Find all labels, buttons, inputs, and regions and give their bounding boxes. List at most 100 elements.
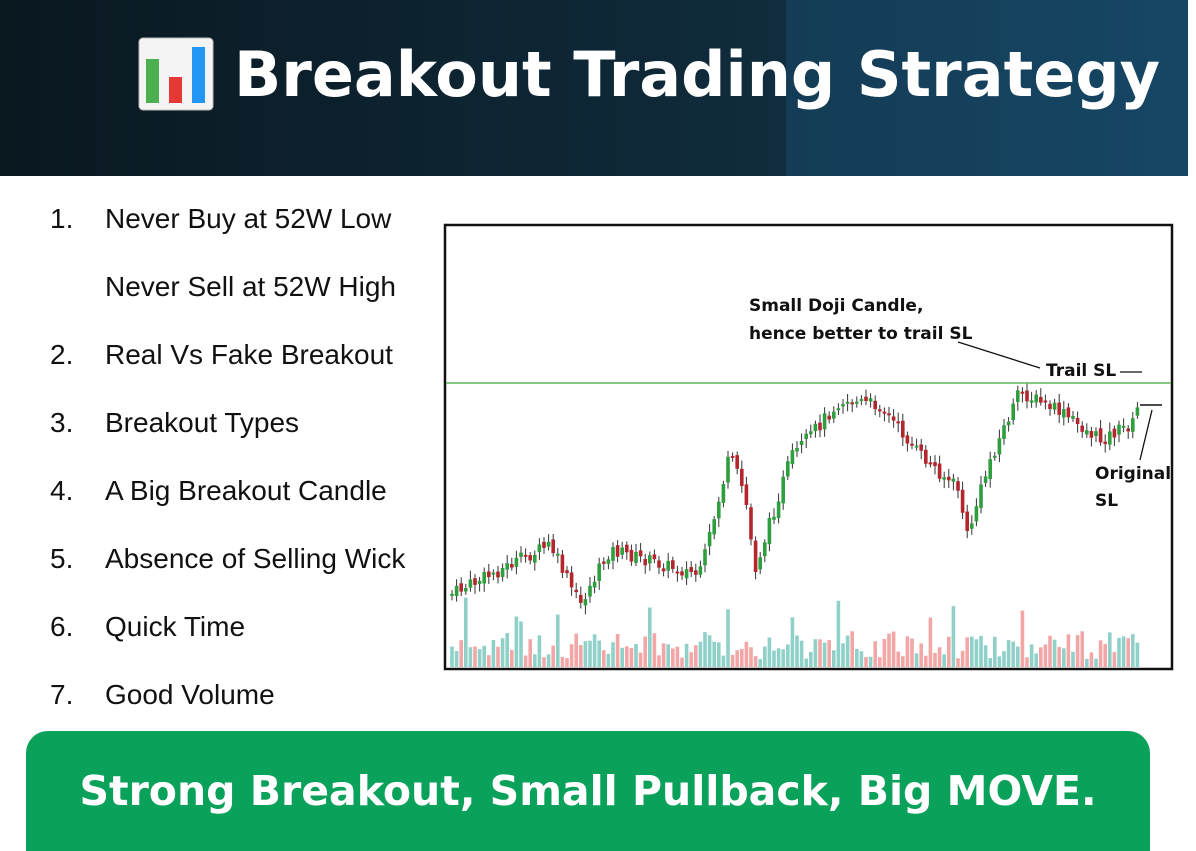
volume-bar xyxy=(468,647,473,667)
volume-bar xyxy=(951,606,956,667)
volume-bar xyxy=(689,652,693,667)
candle xyxy=(546,541,551,547)
candle xyxy=(970,523,974,529)
volume-bar xyxy=(652,633,657,667)
candle xyxy=(1002,425,1006,439)
volume-bar xyxy=(832,650,836,667)
volume-bar xyxy=(873,641,877,667)
item-number: 3. xyxy=(50,407,74,438)
candle xyxy=(937,463,942,479)
candle xyxy=(818,422,822,431)
candle xyxy=(615,545,620,557)
candle xyxy=(776,501,781,518)
volume-bar xyxy=(827,640,831,667)
candle xyxy=(1098,428,1103,443)
volume-bar xyxy=(712,641,716,667)
candle xyxy=(786,461,790,477)
candle xyxy=(1043,400,1048,403)
volume-bar xyxy=(799,640,804,667)
volume-bar xyxy=(1048,635,1052,667)
volume-bar xyxy=(763,646,767,667)
volume-bar xyxy=(997,656,1002,667)
volume-bar xyxy=(841,643,845,667)
candle xyxy=(832,411,836,419)
candle xyxy=(671,560,675,569)
candle xyxy=(542,541,546,548)
volume-bar xyxy=(625,646,629,667)
volume-bar xyxy=(1117,637,1121,667)
volume-bar xyxy=(965,637,969,667)
candle xyxy=(1131,418,1135,432)
candle xyxy=(997,438,1002,455)
candle xyxy=(836,408,841,411)
volume-bar xyxy=(855,648,859,667)
candle xyxy=(450,593,454,596)
candle xyxy=(1112,428,1117,438)
candle xyxy=(974,506,979,522)
volume-bar xyxy=(510,649,514,667)
volume-bar xyxy=(1025,657,1029,667)
candle xyxy=(680,571,684,576)
item-text: Breakout Types xyxy=(105,407,300,438)
candle xyxy=(565,570,569,574)
volume-bar xyxy=(1080,631,1084,667)
candle xyxy=(896,421,900,424)
candle xyxy=(855,401,859,404)
volume-bar xyxy=(629,648,634,667)
banner: Strong Breakout, Small Pullback, Big MOV… xyxy=(26,731,1150,851)
banner-text: Strong Breakout, Small Pullback, Big MOV… xyxy=(79,767,1097,815)
volume-bar xyxy=(1011,641,1015,667)
candle xyxy=(763,542,767,557)
volume-bar xyxy=(579,645,583,667)
item-text: Never Sell at 52W High xyxy=(105,271,397,302)
candle xyxy=(588,585,592,597)
candle xyxy=(551,539,555,554)
volume-bar xyxy=(666,644,670,667)
volume-bar xyxy=(464,597,468,667)
candle xyxy=(560,554,565,573)
volume-bar xyxy=(1094,658,1098,667)
volume-bar xyxy=(556,614,560,667)
candle xyxy=(717,501,721,519)
volume-bar xyxy=(454,651,459,667)
volume-bar xyxy=(822,642,827,667)
candle xyxy=(689,567,693,573)
volume-bar xyxy=(657,655,661,667)
volume-bar xyxy=(611,642,615,667)
candle xyxy=(606,559,611,564)
annotation: hence better to trail SL xyxy=(749,324,973,344)
volume-bar xyxy=(583,641,588,667)
volume-bar xyxy=(772,650,776,667)
volume-bar xyxy=(937,647,942,667)
volume-bar xyxy=(813,639,818,667)
volume-bar xyxy=(818,639,822,667)
annotation: Trail SL xyxy=(1046,361,1116,381)
volume-bar xyxy=(786,644,790,667)
candle xyxy=(1011,403,1015,421)
volume-bar xyxy=(1029,644,1034,667)
candle xyxy=(740,468,744,486)
candle xyxy=(767,517,772,545)
volume-bar xyxy=(896,651,900,667)
volume-bar xyxy=(680,657,684,667)
candle xyxy=(1020,391,1025,394)
volume-bar xyxy=(648,607,652,667)
volume-bar xyxy=(620,647,624,667)
volume-bar xyxy=(887,633,891,667)
volume-bar xyxy=(551,645,555,667)
candle xyxy=(496,571,500,578)
volume-bar xyxy=(1098,640,1103,667)
candle xyxy=(698,566,703,575)
volume-bar xyxy=(1112,652,1117,667)
volume-bar xyxy=(450,646,454,667)
volume-bar xyxy=(947,636,951,667)
candle xyxy=(979,484,983,508)
volume-bar xyxy=(698,641,703,667)
candle xyxy=(574,589,578,593)
volume-bar xyxy=(891,631,896,667)
candle xyxy=(1006,421,1011,426)
candle xyxy=(537,544,542,552)
candle xyxy=(804,433,808,440)
